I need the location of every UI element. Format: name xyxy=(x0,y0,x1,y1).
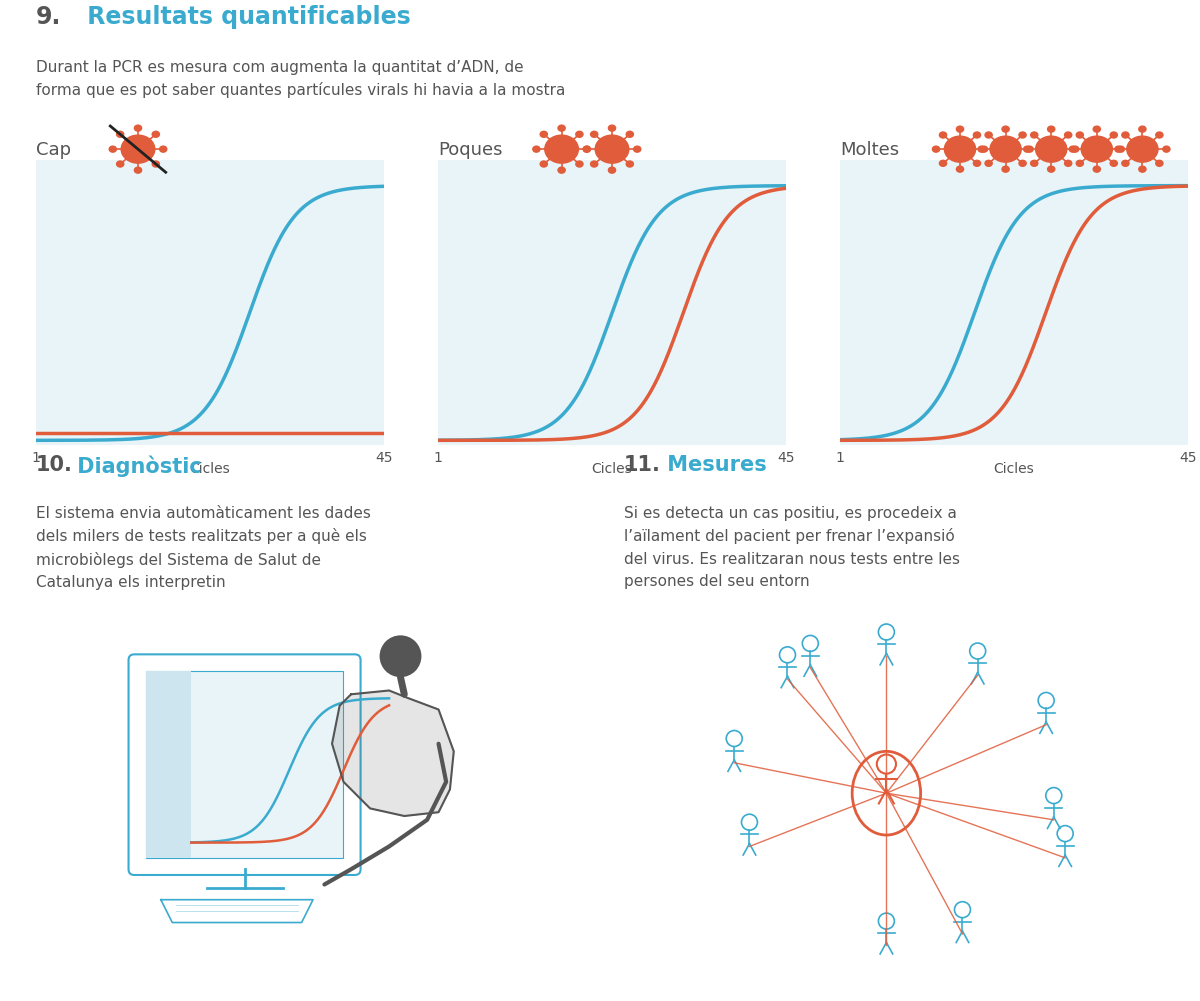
Text: Cicles: Cicles xyxy=(994,462,1034,476)
Text: Poques: Poques xyxy=(438,141,503,158)
Text: Resultats quantificables: Resultats quantificables xyxy=(79,5,410,29)
Text: Cicles: Cicles xyxy=(592,462,632,476)
Text: Mesures: Mesures xyxy=(660,455,767,475)
Polygon shape xyxy=(332,691,454,816)
Text: Diagnòstic: Diagnòstic xyxy=(70,455,202,476)
Text: Cap: Cap xyxy=(36,141,71,158)
Text: Cicles: Cicles xyxy=(190,462,230,476)
Text: Durant la PCR es mesura com augmenta la quantitat d’ADN, de
forma que es pot sab: Durant la PCR es mesura com augmenta la … xyxy=(36,60,565,97)
Text: 9.: 9. xyxy=(36,5,61,29)
Text: 10.: 10. xyxy=(36,455,73,475)
Text: Si es detecta un cas positiu, es procedeix a
l’aïlament del pacient per frenar l: Si es detecta un cas positiu, es procede… xyxy=(624,506,960,589)
Text: Moltes: Moltes xyxy=(840,141,899,158)
Circle shape xyxy=(379,636,421,678)
Text: 11.: 11. xyxy=(624,455,661,475)
FancyBboxPatch shape xyxy=(145,672,191,858)
FancyBboxPatch shape xyxy=(128,655,360,875)
Text: El sistema envia automàticament les dades
dels milers de tests realitzats per a : El sistema envia automàticament les dade… xyxy=(36,506,371,591)
FancyBboxPatch shape xyxy=(145,672,343,858)
